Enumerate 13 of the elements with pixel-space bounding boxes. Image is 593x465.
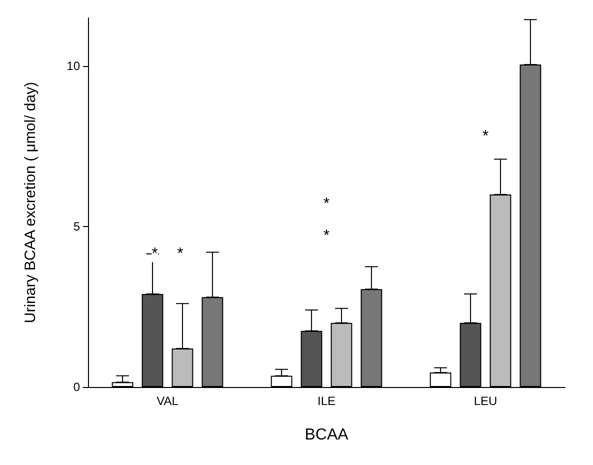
y-tick-label: 5	[73, 220, 80, 234]
annotation: *	[177, 246, 184, 263]
y-tick-label: 0	[73, 380, 80, 394]
annotation: *	[323, 196, 330, 213]
x-tick-label: VAL	[156, 394, 179, 408]
annotation: *	[323, 228, 330, 245]
annotation: *	[482, 128, 489, 146]
x-tick-label: ILE	[317, 394, 336, 408]
y-axis-title: Urinary BCAA excretion ( μmol/ day)	[22, 82, 39, 324]
x-tick-label: LEU	[474, 394, 498, 408]
x-axis-title: BCAA	[304, 426, 349, 444]
annotation: *	[152, 246, 158, 263]
y-tick-label: 10	[66, 59, 80, 74]
